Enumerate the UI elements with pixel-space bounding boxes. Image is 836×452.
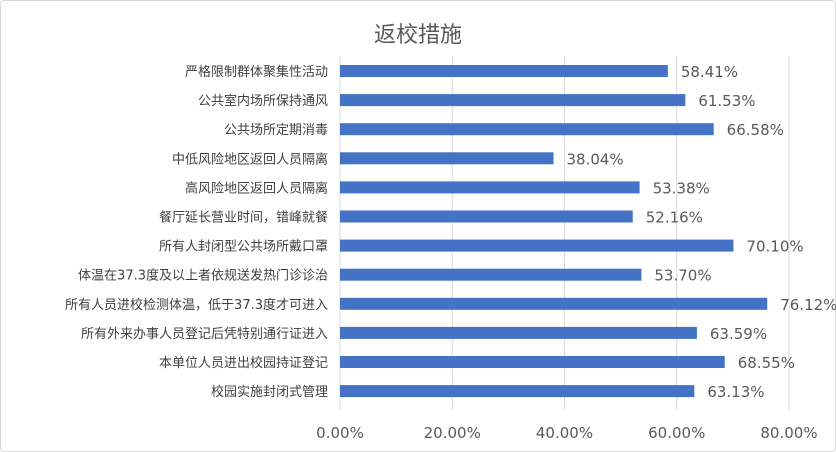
bar (340, 385, 695, 398)
category-label: 餐厅延长营业时间，错峰就餐 (159, 210, 328, 226)
chart-title: 返校措施 (374, 23, 462, 48)
category-label: 公共室内场所保持通风 (198, 93, 328, 109)
category-label: 本单位人员进出校园持证登记 (159, 355, 328, 371)
data-label: 70.10% (746, 238, 803, 256)
bar (340, 210, 633, 223)
x-tick-label: 40.00% (536, 424, 593, 442)
data-label: 61.53% (698, 92, 755, 110)
x-tick-label: 60.00% (648, 424, 705, 442)
bar (340, 239, 734, 252)
data-label: 58.41% (681, 63, 738, 81)
x-tick-label: 0.00% (316, 424, 364, 442)
category-label: 所有人封闭型公共场所戴口罩 (159, 240, 328, 255)
bars (340, 65, 768, 398)
bar (340, 65, 668, 77)
data-label: 63.59% (710, 325, 767, 343)
category-labels: 严格限制群体聚集性活动公共室内场所保持通风公共场所定期消毒中低风险地区返回人员隔… (65, 64, 328, 400)
category-label: 所有人员进校检测体温，低于37.3度才可进入 (65, 297, 328, 313)
data-label: 53.38% (653, 179, 710, 197)
gridlines (339, 56, 790, 410)
data-label: 53.70% (654, 267, 711, 285)
category-label: 高风险地区返回人员隔离 (185, 180, 328, 196)
x-tick-labels: 0.00% 20.00% 40.00% 60.00% 80.00% (316, 424, 817, 442)
bar (340, 94, 686, 107)
data-labels: 58.41% 61.53% 66.58% 38.04% 53.38% 52.16% 70.1… (566, 63, 836, 401)
data-label: 38.04% (566, 150, 623, 168)
data-label: 63.13% (707, 383, 764, 401)
bar (340, 268, 642, 281)
data-label: 68.55% (738, 354, 795, 372)
data-label: 52.16% (646, 209, 703, 227)
category-label: 公共场所定期消毒 (224, 123, 328, 138)
bar (340, 297, 768, 310)
bar (340, 152, 554, 165)
category-label: 中低风险地区返回人员隔离 (172, 151, 328, 167)
data-label: 66.58% (727, 121, 784, 139)
bar (340, 181, 640, 194)
bar (340, 326, 697, 339)
bar (340, 123, 714, 136)
data-label: 76.12% (780, 296, 836, 314)
category-label: 校园实施封闭式管理 (211, 384, 328, 400)
category-label: 体温在37.3度及以上者依规送发热门诊诊治 (78, 268, 328, 284)
x-tick-label: 20.00% (424, 424, 481, 442)
x-tick-label: 80.00% (760, 424, 817, 442)
category-label: 严格限制群体聚集性活动 (185, 64, 328, 80)
bar (340, 356, 725, 368)
category-label: 所有外来办事人员登记后凭特别通行证进入 (81, 327, 328, 342)
